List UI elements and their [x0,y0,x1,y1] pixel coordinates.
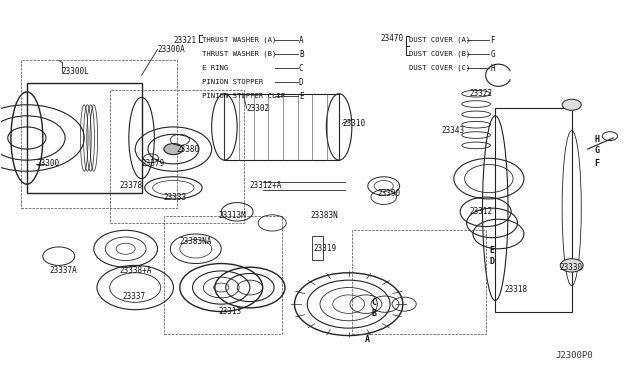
Bar [27,83,141,193]
Text: THRUST WASHER (A): THRUST WASHER (A) [202,37,276,44]
Text: A: A [299,36,303,45]
Text: 23302: 23302 [246,104,270,113]
Text: THRUST WASHER (B): THRUST WASHER (B) [202,51,276,57]
Text: DUST COVER (A): DUST COVER (A) [409,37,470,44]
Text: E: E [299,92,303,101]
Text: 23330: 23330 [559,263,582,272]
Circle shape [560,259,583,272]
Text: 23322: 23322 [470,89,493,98]
Text: F: F [490,36,495,45]
Text: D: D [299,78,303,87]
Text: 23337: 23337 [122,292,145,301]
Text: 23300L: 23300L [62,67,90,76]
Text: 23300A: 23300A [157,45,185,54]
Text: B: B [372,309,377,318]
Text: 23380: 23380 [177,145,200,154]
Text: PINION STOPPER: PINION STOPPER [202,79,264,85]
Text: 23379: 23379 [141,159,164,169]
Text: F: F [595,159,600,169]
Text: 23313: 23313 [218,307,241,316]
Text: 23333: 23333 [164,193,187,202]
Text: 23312: 23312 [470,207,493,217]
Text: 23383N: 23383N [310,211,338,220]
Text: H: H [490,64,495,73]
Text: 23318: 23318 [505,285,528,294]
Text: 23383NA: 23383NA [180,237,212,246]
Text: C: C [299,64,303,73]
Text: 23378: 23378 [119,182,142,190]
Text: G: G [490,50,495,59]
Text: E: E [490,246,495,255]
Text: A: A [365,335,371,344]
Text: 23470: 23470 [381,34,404,43]
Text: H: H [595,135,600,144]
Text: 23300: 23300 [36,159,60,169]
Text: PINION STOPPER CLIP: PINION STOPPER CLIP [202,93,285,99]
Text: 23321: 23321 [173,36,196,45]
Text: G: G [595,147,600,155]
Text: DUST COVER (C): DUST COVER (C) [409,65,470,71]
Text: 23338+A: 23338+A [119,266,152,275]
Circle shape [562,99,581,110]
Text: B: B [299,50,303,59]
Text: 23319: 23319 [314,244,337,253]
Bar [312,236,323,260]
Text: 23337A: 23337A [49,266,77,275]
Text: 23343: 23343 [441,126,464,135]
Text: J2300P0: J2300P0 [556,351,593,360]
Text: E RING: E RING [202,65,228,71]
Bar [225,94,339,160]
Text: 23390: 23390 [378,189,401,198]
Text: 23313M: 23313M [218,211,246,220]
Text: DUST COVER (B): DUST COVER (B) [409,51,470,57]
Bar [495,109,572,311]
Text: D: D [490,257,495,266]
Circle shape [164,144,183,155]
Text: C: C [372,298,377,307]
Text: 23312+A: 23312+A [250,182,282,190]
Text: 23310: 23310 [342,119,365,128]
